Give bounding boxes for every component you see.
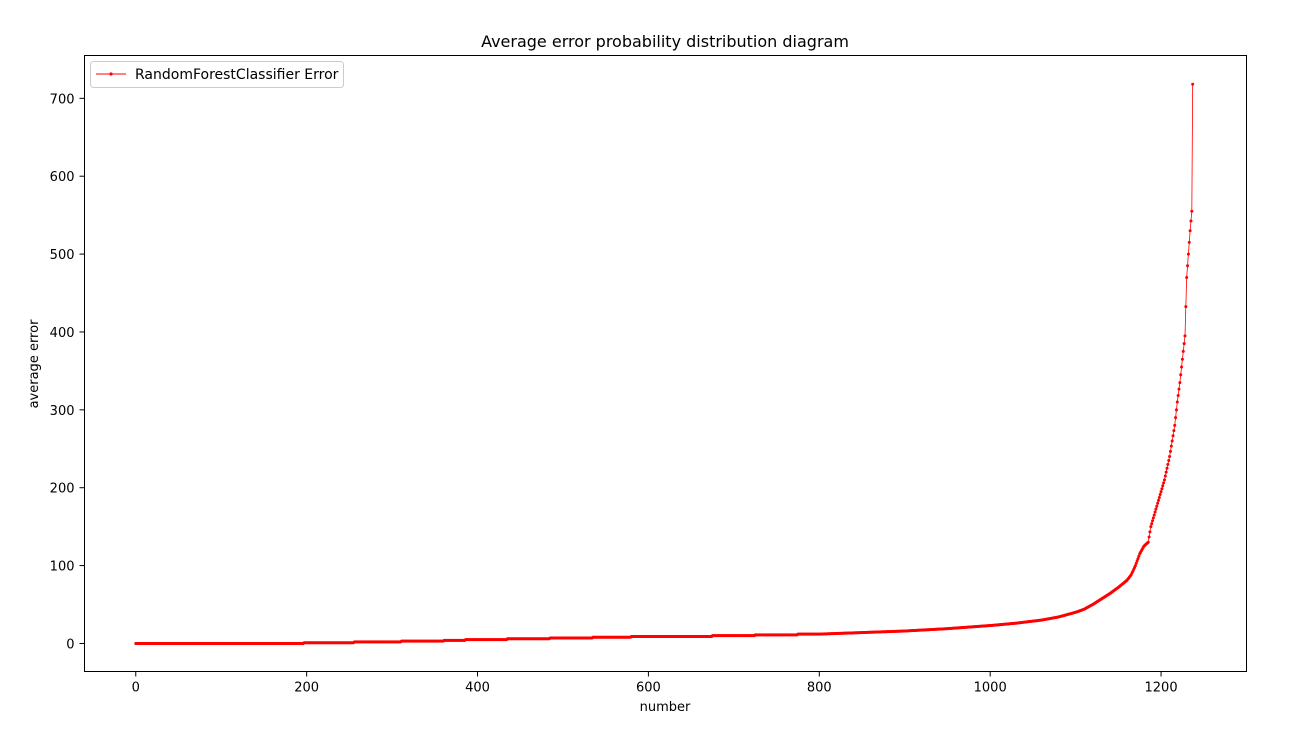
data-point [1135,559,1139,563]
data-point [1172,429,1176,433]
x-tick-label: 1000 [974,681,1007,696]
data-point [1164,470,1168,474]
legend: RandomForestClassifier Error [90,61,344,88]
y-tick-label: 0 [66,637,74,652]
plot-area [134,82,1195,645]
data-point [1177,387,1181,391]
data-point [1189,219,1193,223]
data-point [1187,240,1191,244]
data-point [1162,481,1166,485]
data-point [1186,252,1190,256]
legend-marker-swatch [109,72,113,76]
x-axis: 0 200 400 600 800 1000 1200 [132,671,1178,696]
y-tick-label: 100 [50,560,75,575]
y-tick-label: 200 [50,482,75,497]
data-point [1136,557,1140,561]
data-point [1148,530,1152,534]
data-point [1161,484,1165,488]
data-point [1156,501,1160,505]
x-tick-label: 0 [132,681,140,696]
y-tick-label: 500 [50,248,75,263]
data-point [1166,462,1170,466]
data-point [1179,373,1183,377]
data-point [1134,561,1138,565]
data-point [1180,357,1184,361]
x-tick-label: 800 [807,681,832,696]
x-tick-label: 400 [465,681,490,696]
x-tick-label: 200 [294,681,319,696]
data-point [1190,209,1194,213]
data-point [1183,334,1187,338]
data-point [1149,525,1153,529]
data-point [1147,535,1151,539]
data-point [1152,513,1156,517]
data-point [1160,487,1164,491]
data-point [1191,82,1195,86]
data-point [1188,229,1192,233]
data-point [1133,564,1137,568]
data-point [1157,495,1161,499]
data-point [1170,439,1174,443]
data-point [1155,504,1159,508]
data-point [1165,466,1169,470]
data-point [1174,416,1178,420]
x-tick-label: 1200 [1145,681,1178,696]
y-tick-label: 300 [50,404,75,419]
legend-box [90,61,344,88]
data-point [1175,400,1179,404]
y-tick-label: 400 [50,326,75,341]
chart-title: Average error probability distribution d… [481,32,849,51]
data-point [1186,264,1190,268]
legend-label: RandomForestClassifier Error [135,67,339,83]
data-point [1151,519,1155,523]
data-point [1185,275,1189,279]
data-point [1146,540,1150,544]
y-tick-label: 700 [50,92,75,107]
data-point [1171,434,1175,438]
data-point [1167,458,1171,462]
plot-frame [84,55,1247,672]
data-point [1180,365,1184,369]
data-point [1178,381,1182,385]
data-point [1182,342,1186,346]
data-point [1137,554,1141,558]
data-point [1174,408,1178,412]
data-point [1154,507,1158,511]
data-point [1173,423,1177,427]
y-axis-label: average error [27,319,42,408]
data-point [1151,516,1155,520]
data-point [1162,478,1166,482]
data-point [1176,394,1180,398]
data-point [1184,305,1188,309]
y-tick-label: 600 [50,170,75,185]
data-point [1168,455,1172,459]
y-axis: 0 100 200 300 400 500 600 700 [50,92,85,652]
x-axis-label: number [640,700,691,715]
x-tick-label: 600 [636,681,661,696]
data-point [1158,493,1162,497]
data-point [1168,449,1172,453]
data-point [1153,510,1157,514]
data-point [1181,349,1185,353]
data-point [1157,498,1160,502]
data-point [1150,522,1154,526]
data-point [1159,490,1163,494]
data-point [1169,444,1173,448]
data-point [1163,474,1167,478]
